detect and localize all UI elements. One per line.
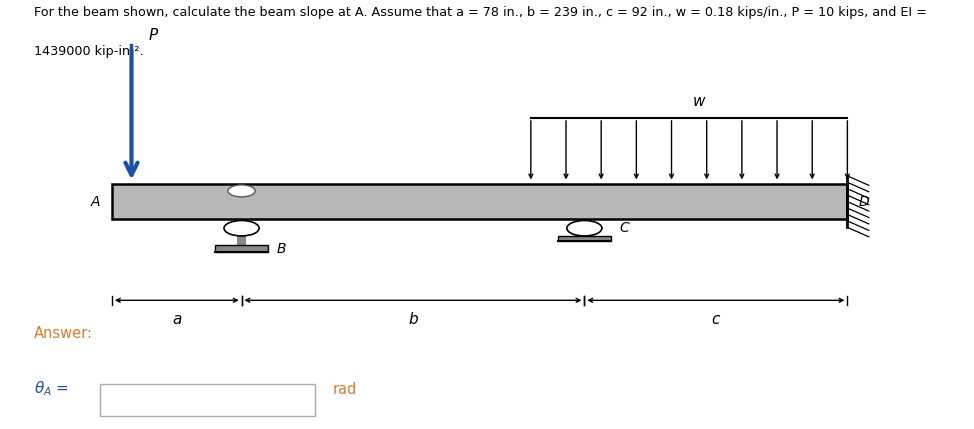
Text: For the beam shown, calculate the beam slope at A. Assume that a = 78 in., b = 2: For the beam shown, calculate the beam s… bbox=[34, 6, 927, 19]
Text: w: w bbox=[693, 94, 705, 109]
Text: Answer:: Answer: bbox=[34, 326, 94, 341]
Text: B: B bbox=[277, 242, 285, 256]
Bar bbox=[112, 184, 847, 219]
Text: rad: rad bbox=[332, 382, 356, 397]
Text: a: a bbox=[172, 312, 181, 327]
Text: $\theta_A$ =: $\theta_A$ = bbox=[34, 380, 69, 399]
Text: c: c bbox=[712, 312, 720, 327]
Text: 1439000 kip-in.².: 1439000 kip-in.². bbox=[34, 45, 144, 58]
FancyBboxPatch shape bbox=[100, 384, 315, 416]
Circle shape bbox=[224, 221, 259, 236]
Text: D: D bbox=[859, 195, 870, 208]
Bar bbox=[557, 236, 612, 241]
Text: C: C bbox=[619, 221, 629, 235]
Text: A: A bbox=[91, 195, 100, 208]
Text: b: b bbox=[408, 312, 418, 327]
Text: P: P bbox=[149, 28, 158, 43]
Bar bbox=[214, 245, 269, 252]
Bar bbox=[237, 236, 246, 245]
Circle shape bbox=[567, 221, 602, 236]
Circle shape bbox=[228, 185, 255, 197]
